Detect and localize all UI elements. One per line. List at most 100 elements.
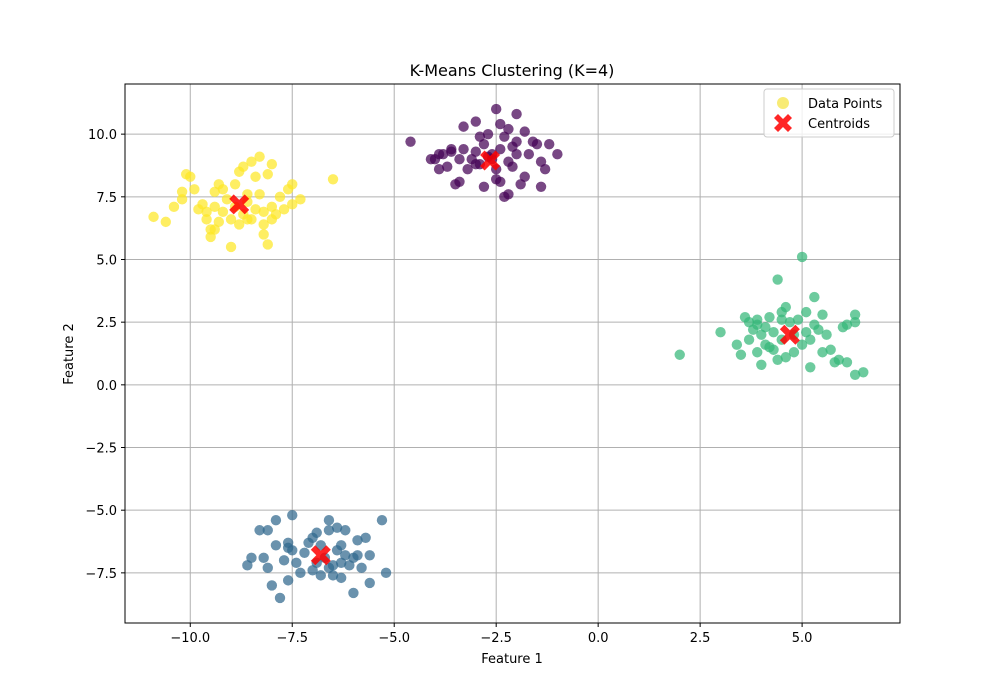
data-point (674, 349, 685, 360)
data-point (295, 567, 306, 579)
data-point (352, 535, 363, 546)
data-point (323, 515, 335, 526)
data-point (784, 316, 796, 328)
data-point (454, 176, 465, 187)
data-point (262, 169, 273, 180)
data-point (258, 552, 269, 564)
data-point (470, 146, 481, 157)
y-tick-label: 0.0 (96, 379, 117, 394)
data-point (189, 184, 200, 195)
data-point (405, 136, 416, 147)
x-axis-ticks: −10.0 −7.5 −5.0 −2.5 0.0 2.5 5.0 (170, 623, 812, 646)
data-point (523, 148, 535, 160)
data-point (380, 567, 392, 579)
data-point (250, 204, 261, 215)
legend-box (763, 88, 895, 138)
data-point (168, 201, 180, 213)
data-point (715, 326, 726, 338)
data-point (262, 562, 273, 574)
data-point (849, 369, 861, 381)
data-point (327, 570, 339, 581)
data-point (825, 344, 836, 355)
legend: Data Points Centroids (763, 88, 895, 138)
data-point (511, 148, 522, 160)
data-point (185, 171, 196, 182)
data-point (817, 309, 828, 320)
data-point (788, 347, 800, 358)
data-point (458, 143, 469, 155)
y-tick-label: 5.0 (96, 253, 117, 268)
data-point (217, 184, 229, 195)
data-point (315, 540, 326, 551)
data-point (258, 229, 269, 240)
y-tick-label: −5.0 (85, 504, 117, 519)
x-axis-label: Feature 1 (481, 652, 543, 667)
data-point (364, 550, 375, 561)
data-point (470, 159, 481, 170)
y-axis-label: Feature 2 (62, 323, 77, 385)
legend-centroids-marker (774, 114, 792, 132)
x-tick-label: −2.5 (480, 631, 512, 646)
data-point (442, 161, 453, 172)
data-point (503, 189, 514, 200)
data-point (833, 354, 845, 365)
data-point (519, 126, 530, 137)
y-axis-ticks: −7.5 −5.0 −2.5 0.0 2.5 5.0 7.5 10.0 (85, 128, 125, 582)
data-point (800, 306, 812, 318)
data-point (360, 532, 371, 543)
data-point (364, 577, 375, 589)
y-tick-label: 7.5 (96, 191, 117, 206)
plot-frame (124, 83, 901, 624)
centroid-marker (310, 545, 331, 566)
data-point (470, 116, 481, 127)
data-point (458, 121, 469, 132)
data-point (193, 204, 204, 215)
x-tick-label: 0.0 (588, 631, 609, 646)
data-point (335, 572, 347, 584)
data-point (817, 347, 828, 358)
data-point (511, 108, 522, 120)
data-point (262, 525, 273, 536)
data-point (813, 324, 824, 335)
data-point (254, 151, 265, 162)
data-point (752, 319, 763, 330)
data-point (511, 136, 522, 147)
data-point (462, 164, 473, 175)
x-tick-label: 2.5 (690, 631, 711, 646)
data-point (433, 164, 445, 175)
data-point (503, 123, 514, 135)
data-point (356, 562, 367, 574)
data-point (282, 542, 294, 553)
data-point (246, 552, 257, 564)
data-point (376, 515, 388, 526)
data-point (291, 557, 302, 569)
data-point (287, 510, 298, 521)
data-point (776, 314, 787, 325)
data-point (282, 575, 294, 586)
data-point (262, 239, 273, 250)
data-point (234, 219, 245, 230)
data-point (201, 214, 212, 225)
data-point (772, 274, 783, 285)
data-point (287, 199, 298, 210)
data-point (270, 540, 282, 551)
data-point (348, 587, 359, 599)
data-point (776, 306, 787, 318)
data-point (474, 131, 486, 142)
data-point (507, 161, 518, 172)
x-tick-label: −10.0 (170, 631, 210, 646)
data-point (258, 219, 269, 230)
data-point (327, 560, 339, 571)
y-tick-label: −2.5 (85, 442, 117, 457)
data-point (478, 181, 490, 192)
x-tick-label: −7.5 (276, 631, 308, 646)
data-points-layer (148, 103, 869, 604)
data-point (535, 181, 547, 192)
data-point (315, 570, 326, 581)
data-point (768, 326, 779, 338)
y-tick-label: −7.5 (85, 567, 117, 582)
data-point (858, 367, 869, 378)
legend-data-points-label: Data Points (808, 97, 882, 112)
